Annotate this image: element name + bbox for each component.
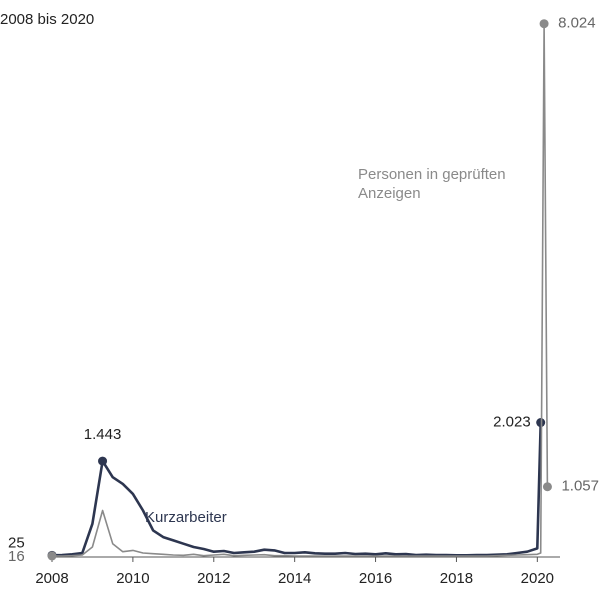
value-label: 8.024 xyxy=(558,15,596,32)
value-label: 1.057 xyxy=(561,478,599,495)
chart-title: 2008 bis 2020 xyxy=(0,11,94,28)
series-line xyxy=(51,22,549,557)
point-marker xyxy=(542,482,552,492)
point-marker xyxy=(536,418,546,428)
value-label: 25 xyxy=(8,534,25,551)
x-tick-label: 2010 xyxy=(116,570,149,587)
x-tick-label: 2016 xyxy=(359,570,392,587)
x-tick-label: 2020 xyxy=(521,570,554,587)
x-tick-label: 2018 xyxy=(440,570,473,587)
value-label: 2.023 xyxy=(493,414,531,431)
point-marker xyxy=(539,19,549,29)
value-label: 1.443 xyxy=(84,426,122,443)
x-tick-label: 2014 xyxy=(278,570,311,587)
point-marker xyxy=(47,551,57,561)
point-marker xyxy=(98,456,108,466)
value-label: 16 xyxy=(8,548,25,565)
x-tick-label: 2012 xyxy=(197,570,230,587)
series-line xyxy=(51,422,542,557)
x-tick-label: 2008 xyxy=(35,570,68,587)
series-label: Kurzarbeiter xyxy=(145,509,227,526)
series-label: Personen in geprüften Anzeigen xyxy=(358,166,506,202)
